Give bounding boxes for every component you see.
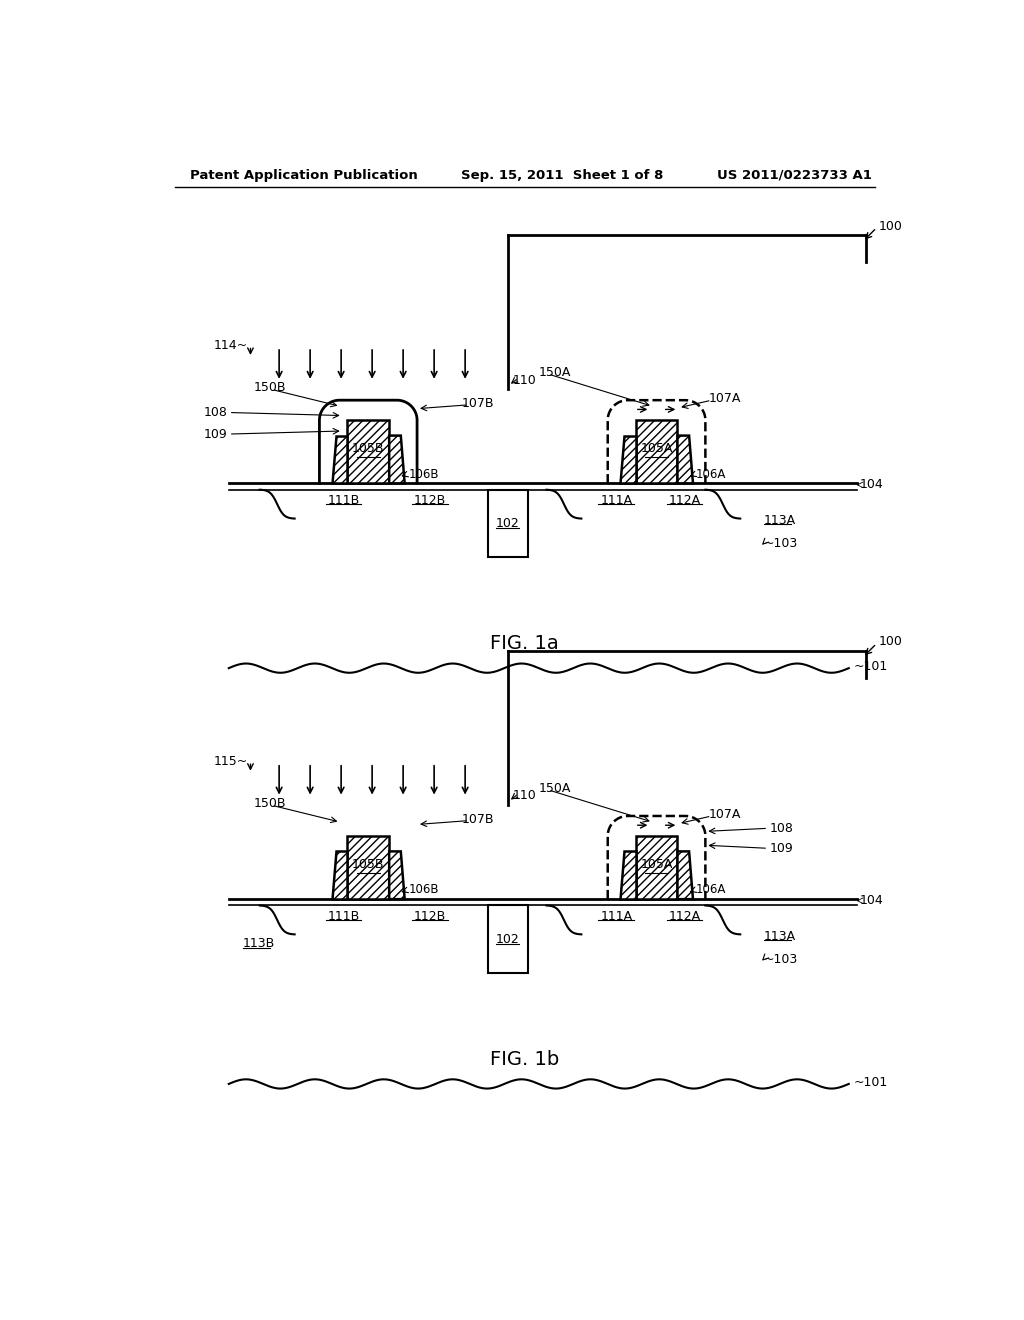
Text: Sep. 15, 2011  Sheet 1 of 8: Sep. 15, 2011 Sheet 1 of 8 [461,169,664,182]
Text: 104: 104 [859,894,884,907]
Text: 111A: 111A [600,494,632,507]
Text: 106B: 106B [409,883,439,896]
Text: 150A: 150A [539,366,571,379]
Bar [636,420,678,483]
Text: 108: 108 [204,407,227,418]
Text: 107A: 107A [709,808,740,821]
Polygon shape [389,851,404,899]
Text: 106A: 106A [696,883,726,896]
Bar [636,420,678,483]
Text: 105A: 105A [640,858,673,871]
Text: ~101: ~101 [853,660,888,673]
Text: 112A: 112A [669,494,700,507]
Text: 107A: 107A [709,392,740,405]
Text: FIG. 1a: FIG. 1a [490,634,559,653]
Polygon shape [678,851,693,899]
Polygon shape [621,436,636,483]
Text: 112B: 112B [414,494,446,507]
Text: ~103: ~103 [764,537,798,550]
Text: 111B: 111B [328,909,359,923]
Text: 109: 109 [770,842,794,855]
Polygon shape [678,436,693,483]
Text: 105A: 105A [640,442,673,455]
Text: 109: 109 [204,428,227,441]
Text: 113A: 113A [764,929,796,942]
Text: ~103: ~103 [764,953,798,966]
Text: 107B: 107B [461,813,494,825]
Text: 112B: 112B [414,909,446,923]
Text: 111A: 111A [600,909,632,923]
Bar [487,906,528,973]
Text: Patent Application Publication: Patent Application Publication [190,169,418,182]
Bar [487,490,528,557]
Text: 105B: 105B [352,858,384,871]
Text: 150B: 150B [254,381,286,395]
Text: 100: 100 [879,635,902,648]
Text: 102: 102 [496,517,519,529]
Text: 113B: 113B [243,937,275,950]
Text: 115~: 115~ [214,755,248,768]
Text: 105B: 105B [352,442,384,455]
Text: 100: 100 [879,219,902,232]
Polygon shape [332,851,347,899]
Bar [636,836,678,899]
Polygon shape [389,436,404,483]
Polygon shape [332,436,347,483]
Text: 114~: 114~ [214,339,248,352]
Text: 150B: 150B [254,797,286,810]
Bar [636,836,678,899]
Text: FIG. 1b: FIG. 1b [490,1049,559,1069]
Text: 112A: 112A [669,909,700,923]
Bar [347,836,389,899]
Polygon shape [621,851,636,899]
Text: 107B: 107B [461,397,494,409]
Text: US 2011/0223733 A1: US 2011/0223733 A1 [717,169,871,182]
Text: 102: 102 [496,933,519,945]
Text: 106A: 106A [696,467,726,480]
Text: 106B: 106B [409,467,439,480]
Text: 111B: 111B [328,494,359,507]
Bar [347,420,389,483]
Bar [347,836,389,899]
Text: 113A: 113A [764,513,796,527]
Text: 150A: 150A [539,781,571,795]
Text: 110: 110 [512,789,537,803]
Text: 104: 104 [859,478,884,491]
Text: ~101: ~101 [853,1076,888,1089]
Text: 110: 110 [512,374,537,387]
Bar [347,420,389,483]
Text: 108: 108 [770,822,794,834]
